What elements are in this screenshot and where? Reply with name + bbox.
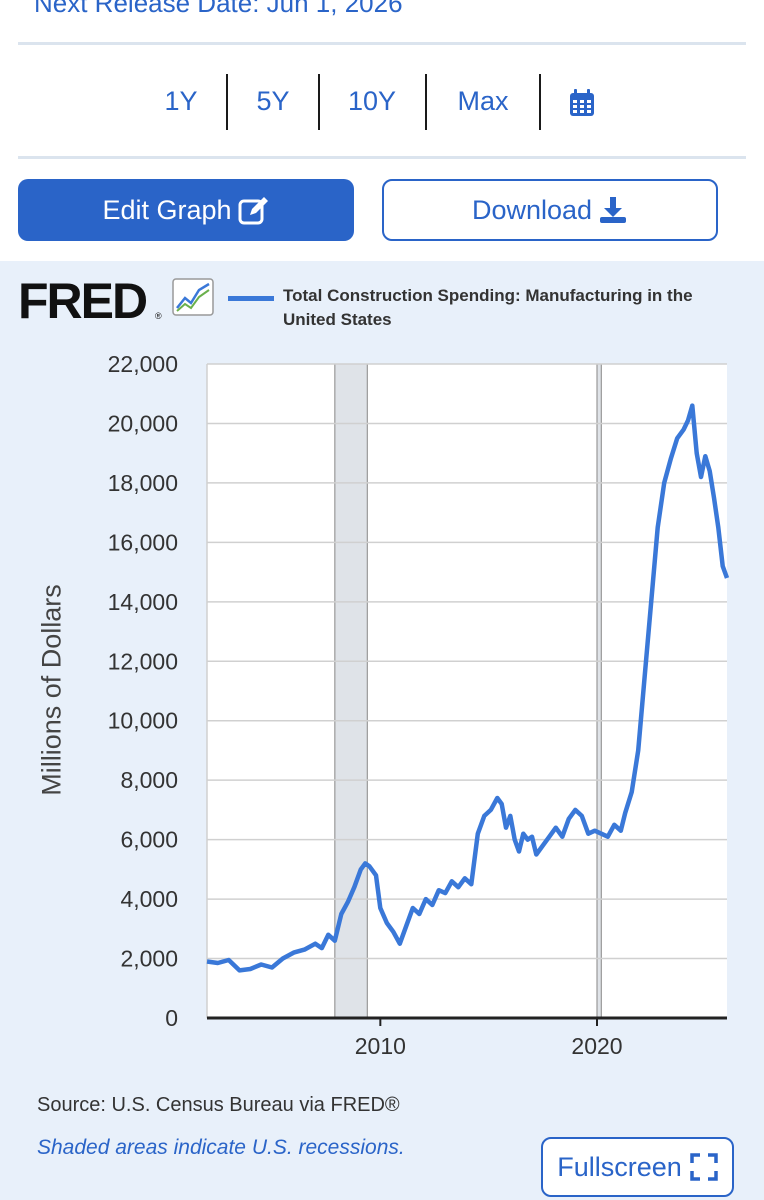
y-tick-label: 22,000 bbox=[108, 351, 178, 377]
edit-icon bbox=[238, 197, 268, 225]
y-tick-label: 4,000 bbox=[120, 886, 178, 912]
range-divider bbox=[425, 74, 427, 130]
y-tick-label: 2,000 bbox=[120, 946, 178, 972]
range-divider bbox=[226, 74, 228, 130]
y-tick-label: 18,000 bbox=[108, 470, 178, 496]
series-line bbox=[206, 403, 730, 973]
fullscreen-button[interactable]: Fullscreen bbox=[541, 1137, 734, 1197]
fullscreen-icon bbox=[690, 1153, 718, 1181]
download-label: Download bbox=[471, 194, 593, 225]
date-range-selector: 1Y 5Y 10Y Max bbox=[0, 72, 764, 130]
range-divider bbox=[318, 74, 320, 130]
y-tick-label: 0 bbox=[165, 1005, 178, 1031]
line-chart: 0 2,000 4,000 6,000 8,000 10,000 12,000 14,000 1… bbox=[108, 351, 730, 1059]
chart-source: Source: U.S. Census Bureau via FRED® bbox=[37, 1094, 400, 1116]
divider-top bbox=[18, 42, 746, 45]
plot-background bbox=[207, 364, 727, 1018]
fred-logo-registered: ® bbox=[155, 311, 162, 321]
fred-chart-icon bbox=[172, 278, 214, 316]
calendar-button[interactable] bbox=[545, 72, 619, 130]
x-tick-label: 2020 bbox=[571, 1033, 622, 1059]
range-button-1y[interactable]: 1Y bbox=[164, 86, 198, 116]
y-tick-label: 20,000 bbox=[108, 410, 178, 436]
recession-shade bbox=[334, 364, 368, 1018]
range-divider bbox=[539, 74, 541, 130]
range-button-5y[interactable]: 5Y bbox=[256, 86, 290, 116]
legend-label: Total Construction Spending: Manufacturi… bbox=[283, 286, 693, 329]
x-tick-label: 2010 bbox=[355, 1033, 406, 1059]
legend-swatch bbox=[228, 296, 274, 301]
y-tick-label: 10,000 bbox=[108, 708, 178, 734]
y-tick-label: 8,000 bbox=[120, 767, 178, 793]
next-release-date: Next Release Date: Jun 1, 2026 bbox=[34, 0, 403, 18]
recession-shade bbox=[597, 364, 602, 1018]
y-tick-label: 14,000 bbox=[108, 589, 178, 615]
divider-bottom bbox=[18, 156, 746, 159]
calendar-icon bbox=[570, 88, 594, 116]
y-tick-label: 6,000 bbox=[120, 827, 178, 853]
range-button-max[interactable]: Max bbox=[457, 86, 509, 116]
download-button[interactable]: Download bbox=[382, 179, 718, 241]
edit-graph-button[interactable]: Edit Graph bbox=[18, 179, 354, 241]
range-button-10y[interactable]: 10Y bbox=[347, 86, 397, 116]
fullscreen-label: Fullscreen bbox=[557, 1151, 682, 1182]
edit-graph-label: Edit Graph bbox=[102, 194, 232, 225]
recession-note: Shaded areas indicate U.S. recessions. bbox=[37, 1136, 405, 1159]
fred-logo: FRED bbox=[18, 273, 148, 329]
download-icon bbox=[600, 197, 627, 223]
y-tick-label: 16,000 bbox=[108, 529, 178, 555]
y-tick-label: 12,000 bbox=[108, 648, 178, 674]
